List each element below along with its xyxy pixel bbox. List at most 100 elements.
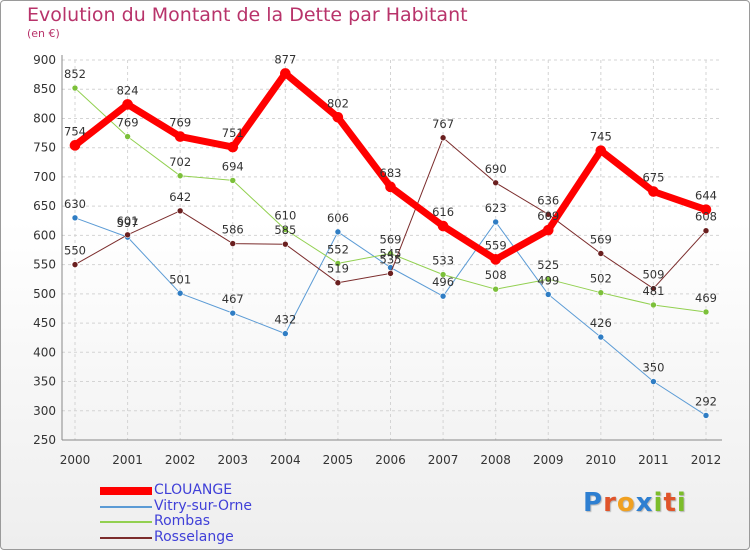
data-point-rombas — [650, 301, 657, 309]
data-label-vitry-sur-orne: 350 — [642, 361, 664, 375]
data-label-rosselange: 636 — [537, 193, 559, 207]
data-label-vitry-sur-orne: 426 — [590, 316, 612, 330]
logo-letter: i — [676, 488, 687, 518]
y-tick-label: 400 — [33, 345, 56, 359]
data-point-rombas — [439, 271, 447, 278]
grid — [62, 59, 722, 441]
x-tick-label: 2011 — [638, 453, 669, 467]
logo-letter: o — [616, 488, 636, 518]
x-tick-label: 2010 — [586, 453, 617, 467]
data-label-rosselange: 550 — [64, 244, 86, 258]
chart-title: Evolution du Montant de la Dette par Hab… — [27, 4, 468, 26]
proxiti-logo: Proxiti — [583, 488, 687, 518]
data-point-rombas — [702, 308, 710, 316]
data-label-rombas: 469 — [695, 291, 717, 305]
data-label-clouange: 824 — [117, 83, 139, 97]
data-label-vitry-sur-orne: 432 — [274, 313, 296, 327]
x-tick-label: 2012 — [691, 453, 722, 467]
data-point-clouange — [542, 224, 554, 236]
data-label-rombas: 569 — [380, 233, 402, 247]
data-point-vitry-sur-orne — [334, 228, 342, 236]
y-tick-label: 700 — [33, 170, 56, 184]
data-point-clouange — [385, 181, 396, 193]
series — [69, 68, 712, 419]
legend-swatch — [100, 521, 152, 523]
legend-swatch — [100, 487, 152, 495]
data-label-vitry-sur-orne: 597 — [117, 216, 139, 230]
data-label-rombas: 769 — [117, 116, 139, 130]
data-point-rosselange — [597, 250, 605, 257]
data-point-clouange — [648, 186, 659, 197]
data-point-rosselange — [229, 240, 237, 247]
data-label-clouange: 751 — [222, 126, 244, 140]
legend-swatch — [100, 505, 152, 508]
y-tick-label: 750 — [33, 141, 56, 155]
data-label-clouange: 877 — [274, 52, 296, 66]
data-label-rombas: 481 — [642, 284, 664, 298]
data-label-rosselange: 519 — [327, 262, 349, 276]
data-label-rosselange: 601 — [117, 214, 139, 228]
data-label-vitry-sur-orne: 630 — [64, 197, 86, 211]
data-point-rosselange — [439, 134, 447, 142]
data-labels: 630 597 501 467 432 606 545 496 623 499 426 350 292 8… — [64, 52, 717, 408]
y-tick-label: 600 — [33, 228, 56, 242]
logo-letter: t — [663, 488, 677, 518]
data-point-rosselange — [124, 231, 131, 239]
data-point-rombas — [597, 289, 605, 296]
data-point-rosselange — [176, 207, 184, 215]
data-label-rosselange: 767 — [432, 117, 454, 131]
data-point-rosselange — [387, 270, 394, 277]
data-label-rosselange: 690 — [485, 162, 507, 176]
x-tick-label: 2008 — [480, 453, 511, 467]
data-point-vitry-sur-orne — [650, 378, 657, 385]
data-label-rosselange: 569 — [590, 233, 612, 247]
data-label-rombas: 533 — [432, 254, 454, 268]
data-point-vitry-sur-orne — [282, 330, 289, 337]
data-label-clouange: 754 — [64, 124, 86, 138]
data-point-clouange — [174, 131, 186, 142]
data-point-clouange — [280, 68, 291, 79]
y-tick-label: 550 — [33, 258, 56, 272]
data-label-rosselange: 509 — [642, 268, 664, 282]
data-point-rosselange — [71, 261, 79, 268]
data-point-rosselange — [544, 211, 552, 218]
y-tick-label: 250 — [33, 433, 56, 447]
x-tick-label: 2000 — [60, 453, 91, 467]
data-point-rombas — [544, 275, 552, 283]
legend-swatch — [100, 536, 152, 539]
legend-label: Rombas — [154, 513, 211, 529]
data-label-vitry-sur-orne: 545 — [380, 247, 402, 261]
data-label-rombas: 552 — [327, 242, 349, 256]
data-label-rosselange: 535 — [380, 252, 402, 266]
x-tick-label: 2002 — [165, 453, 196, 467]
data-point-clouange — [122, 99, 133, 110]
data-point-clouange — [490, 254, 501, 265]
data-point-vitry-sur-orne — [492, 218, 499, 226]
data-point-rosselange — [492, 179, 499, 187]
data-label-rombas: 702 — [169, 155, 191, 169]
data-label-vitry-sur-orne: 499 — [537, 273, 559, 287]
data-label-rosselange: 585 — [274, 223, 296, 237]
data-label-rombas: 610 — [274, 209, 296, 223]
data-label-clouange: 559 — [485, 238, 507, 252]
data-label-clouange: 683 — [380, 166, 402, 180]
logo-letter: x — [635, 488, 654, 518]
data-label-rombas: 502 — [590, 272, 612, 286]
x-tick-label: 2009 — [533, 453, 564, 467]
legend-label: Rosselange — [154, 528, 234, 545]
data-point-clouange — [227, 141, 239, 153]
y-tick-label: 500 — [33, 287, 56, 301]
y-tick-label: 900 — [33, 53, 56, 67]
data-point-rosselange — [282, 240, 289, 248]
y-tick-label: 650 — [33, 199, 56, 213]
legend-label: Vitry-sur-Orne — [154, 497, 252, 514]
data-point-vitry-sur-orne — [71, 214, 79, 222]
data-point-clouange — [437, 220, 449, 232]
logo-letter: P — [583, 488, 604, 518]
y-tick-label: 850 — [33, 82, 56, 96]
x-tick-label: 2004 — [270, 453, 301, 467]
x-tick-label: 2001 — [112, 453, 143, 467]
x-tick-label: 2003 — [217, 453, 248, 467]
